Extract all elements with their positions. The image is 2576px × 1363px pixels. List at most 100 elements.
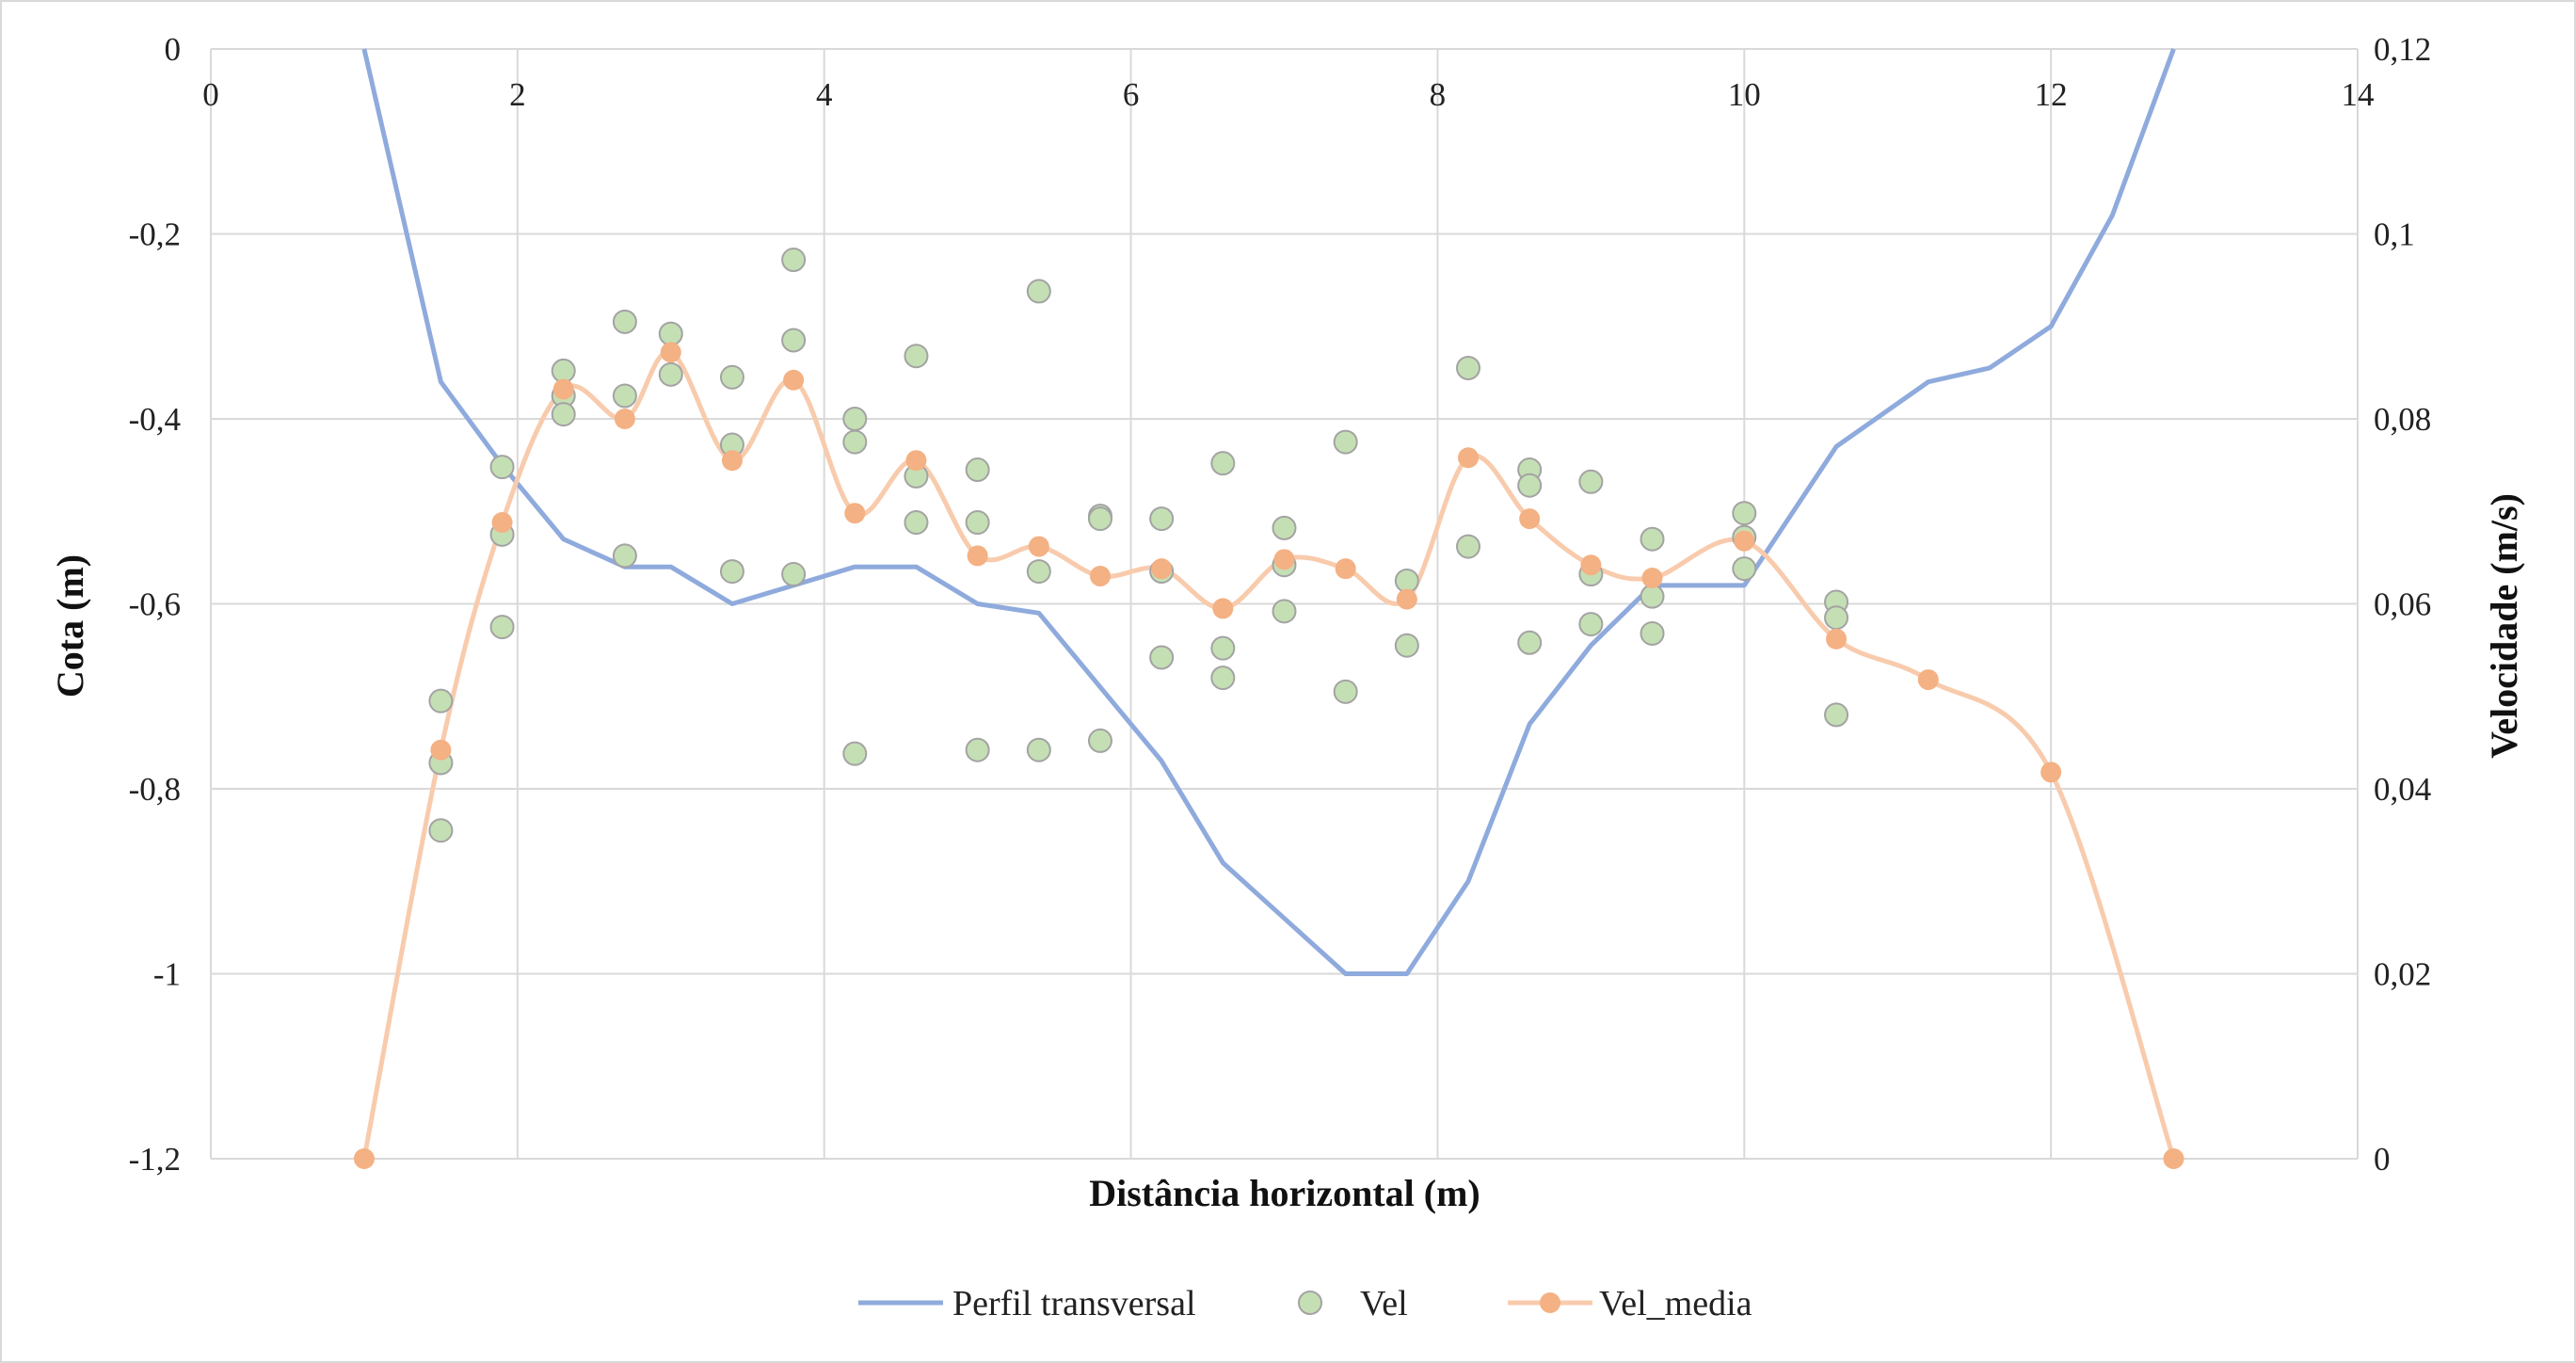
vel-media-point [721,450,743,472]
vel-media-point [552,378,574,400]
legend-label-perfil: Perfil transversal [952,1284,1196,1323]
vel-point [965,457,990,483]
vel-media-point [1734,530,1755,552]
vel-point [1517,630,1543,655]
vel-media-point [1917,669,1939,691]
vel-point [1272,515,1297,540]
vel-media-point [783,369,805,391]
legend-item-vel-media: Vel_media [1508,1284,1752,1323]
x-tick-label: 0 [202,76,219,113]
perfil-transversal-line [361,48,2176,976]
vel-point [1456,534,1481,559]
vel-point [1732,501,1757,526]
vel-media-point [1273,549,1295,570]
vel-point [781,328,807,353]
vel-point [612,543,637,569]
vel-point [719,559,744,585]
x-axis-title: Distância horizontal (m) [1089,1172,1480,1214]
vel-media-point [967,545,988,567]
vel-media-point [1212,598,1234,619]
vel-media-point [491,512,513,534]
y-right-tick-label: 0,08 [2374,401,2431,438]
x-tick-label: 14 [2342,76,2375,113]
vel-point [1333,429,1358,455]
vel-point [1640,526,1665,552]
vel-point [551,402,576,427]
vel-point [551,358,576,383]
vel-point [1824,702,1849,728]
y-left-tick-label: -0,6 [129,586,181,623]
vel-media-point [660,342,681,363]
vel-point [658,361,683,387]
vel-media-point [2040,762,2062,783]
vel-point [1732,556,1757,582]
x-tick-label: 12 [2035,76,2068,113]
legend-swatch-vel-media-marker [1540,1292,1560,1313]
x-tick-label: 6 [1123,76,1140,113]
vel-point [842,741,868,766]
legend-label-vel: Vel [1360,1284,1408,1323]
vel-point [1210,451,1236,476]
vel-media-point [1580,554,1602,576]
y-left-tick-label: -0,2 [129,216,181,253]
y-right-axis-title: Velocidade (m/s) [2483,493,2525,759]
vel-media-point [844,503,866,524]
vel-media-point [1826,628,1848,649]
legend-item-perfil: Perfil transversal [858,1284,1196,1323]
vel-media-point [614,409,635,429]
vel-point [842,407,868,431]
x-tick-label: 10 [1728,76,1761,113]
vel-point [719,364,744,390]
legend-item-vel: Vel [1298,1284,1408,1323]
legend: Perfil transversal Vel Vel_media [858,1284,1752,1323]
vel-media-point [1519,508,1541,530]
legend-label-vel-media: Vel_media [1599,1284,1752,1323]
vel-point [1517,473,1543,498]
vel-point [1149,645,1175,670]
vel-media-point [1089,566,1111,587]
vel-point [1026,737,1051,762]
vel-point [428,818,454,843]
vel-point [612,383,637,409]
vel-point [1394,633,1419,658]
vel-point [1640,620,1665,646]
vel-point [1824,605,1849,631]
vel-media-point [430,739,452,761]
vel-point [1210,635,1236,661]
y-right-tick-label: 0,12 [2374,31,2431,68]
y-left-tick-label: 0 [165,31,182,68]
vel-point [965,510,990,536]
vel-point [428,688,454,714]
y-left-tick-label: -1,2 [129,1141,181,1178]
vel-point [489,615,515,640]
vel-media-point [1458,447,1480,469]
vel-point [1026,559,1051,585]
vel-point [1149,506,1175,532]
x-tick-label: 2 [509,76,526,113]
vel-point [1026,279,1051,304]
vel-media-point [1396,588,1417,610]
vel-point [489,455,515,480]
vel-point [1394,568,1419,593]
vel-point [781,562,807,587]
series-layer [353,48,2184,1169]
y-left-axis-title: Cota (m) [49,554,91,698]
vel-point [965,737,990,762]
vel-point [1578,612,1604,637]
vel-point [781,248,807,273]
y-left-tick-label: -0,8 [129,771,181,808]
tick-labels: 0 2 4 6 8 10 12 14 0 0,12 -0,2 0,1 -0,4 0,08 -0,6 0,06 -… [129,31,2432,1178]
y-right-tick-label: 0,02 [2374,956,2431,993]
vel-point [1272,599,1297,624]
vel-media-point [1151,558,1173,580]
x-tick-label: 8 [1430,76,1447,113]
legend-swatch-vel [1298,1291,1322,1315]
vel-media-point [1641,567,1663,588]
vel-point [904,344,929,369]
vel-point [904,510,929,536]
vel-media-line [361,349,2176,1160]
vel-point [1640,584,1665,609]
vel-media-point [2163,1148,2184,1169]
